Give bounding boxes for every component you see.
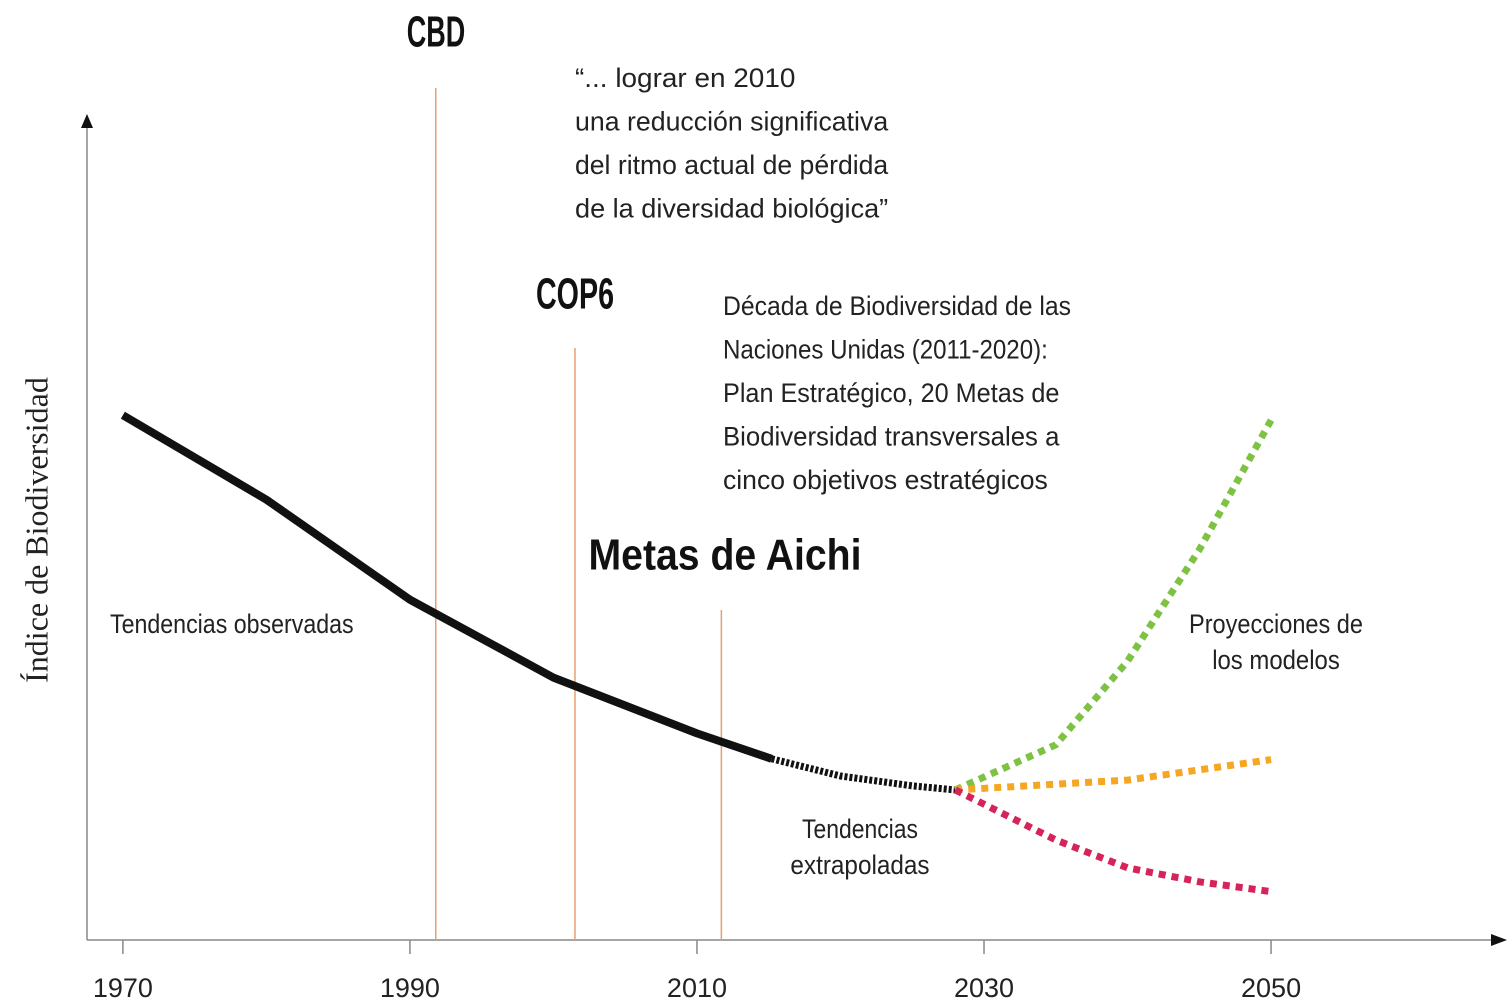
x-tick-label: 1990 [380, 973, 440, 1003]
annotation: Proyecciones de [1189, 609, 1363, 639]
annotation: una reducción significativa [575, 107, 889, 137]
series-line [120, 411, 773, 763]
series-line [955, 756, 1272, 794]
annotation: cinco objetivos estratégicos [723, 465, 1048, 495]
x-axis-arrow [1491, 934, 1507, 946]
series-line [770, 755, 956, 794]
annotation: los modelos [1212, 645, 1340, 675]
x-tick-label: 1970 [93, 973, 153, 1003]
x-tick-label: 2010 [667, 973, 727, 1003]
annotation: extrapoladas [790, 850, 929, 880]
annotation: “... lograr en 2010 [575, 63, 795, 93]
annotation: Década de Biodiversidad de las [723, 291, 1071, 321]
event-label: COP6 [536, 270, 614, 319]
series-line [953, 786, 1272, 896]
annotation: de la diversidad biológica” [575, 194, 888, 224]
annotation: Tendencias observadas [110, 609, 354, 639]
x-tick-label: 2050 [1241, 973, 1301, 1003]
y-axis-arrow [81, 114, 93, 128]
annotation: Biodiversidad transversales a [723, 422, 1060, 452]
x-tick-label: 2030 [954, 973, 1014, 1003]
annotation: Plan Estratégico, 20 Metas de [723, 378, 1059, 408]
annotation: Naciones Unidas (2011-2020): [723, 335, 1048, 365]
annotation: del ritmo actual de pérdida [575, 150, 889, 180]
annotation: Tendencias [802, 814, 918, 844]
event-label: CBD [407, 8, 466, 57]
event-label: Metas de Aichi [589, 531, 862, 580]
y-axis-label: Índice de Biodiversidad [18, 377, 54, 683]
